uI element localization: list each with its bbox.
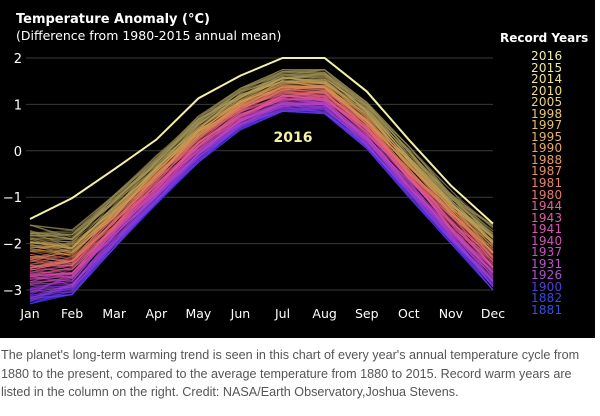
legend-year-2005: 2005 [531, 95, 563, 110]
y-tick-label: 0 [14, 145, 22, 160]
legend-year-1940: 1940 [531, 233, 563, 248]
year-line [29, 80, 494, 252]
x-tick-label: Jan [19, 306, 39, 321]
legend-year-2014: 2014 [531, 72, 563, 87]
y-axis-ticks: 2 1 0 −1 −2 −3 [3, 52, 22, 299]
legend-year-1882: 1882 [531, 291, 563, 306]
legend-year-1937: 1937 [531, 245, 563, 260]
x-tick-label: Aug [312, 306, 336, 321]
line-2016 [29, 57, 494, 225]
year-line [29, 80, 494, 247]
chart-panel: 2 1 0 −1 −2 −3 Jan Feb Mar Apr May Jun Jul Aug Sep Oct… [0, 0, 595, 338]
chart-subtitle: (Difference from 1980-2015 annual mean) [16, 28, 282, 43]
legend-year-1988: 1988 [531, 152, 563, 167]
y-tick-label: −2 [3, 238, 22, 253]
legend-year-1981: 1981 [531, 176, 563, 191]
y-tick-label: 1 [14, 98, 22, 113]
x-tick-label: Apr [145, 306, 167, 321]
temperature-chart: 2 1 0 −1 −2 −3 Jan Feb Mar Apr May Jun Jul Aug Sep Oct… [3, 52, 505, 321]
record-years-legend: 2016 2015 2014 2010 2005 1998 1997 1995 1990 1988… [531, 49, 563, 318]
legend-year-1997: 1997 [531, 118, 563, 133]
legend-year-1998: 1998 [531, 106, 563, 121]
legend-year-1995: 1995 [531, 129, 563, 144]
legend-year-1926: 1926 [531, 268, 563, 283]
year-series-lines [29, 69, 494, 305]
legend-year-1987: 1987 [531, 164, 563, 179]
year-line [29, 77, 494, 248]
legend-year-2016: 2016 [531, 49, 563, 63]
x-axis-ticks: Jan Feb Mar Apr May Jun Jul Aug Sep Oct Nov Dec [19, 306, 505, 321]
x-tick-label: Dec [481, 306, 505, 321]
x-tick-label: Oct [398, 306, 420, 321]
x-tick-label: Mar [102, 306, 126, 321]
x-tick-label: Jun [230, 306, 251, 321]
y-tick-label: −1 [3, 191, 22, 206]
legend-year-1990: 1990 [531, 141, 563, 156]
legend-year-1881: 1881 [531, 303, 563, 318]
x-tick-label: Sep [355, 306, 379, 321]
year-line [29, 70, 494, 237]
x-tick-label: Jul [274, 306, 290, 321]
chart-title: Temperature Anomaly (°C) [16, 12, 210, 27]
x-tick-label: Nov [439, 306, 464, 321]
highlight-series-2016: 2016 [29, 57, 494, 225]
legend-year-1944: 1944 [531, 199, 563, 214]
y-tick-label: 2 [14, 52, 22, 67]
label-2016: 2016 [274, 130, 313, 146]
legend-year-1941: 1941 [531, 222, 563, 237]
x-tick-label: Feb [61, 306, 83, 321]
y-tick-label: −3 [3, 284, 22, 299]
figure-caption: The planet's long-term warming trend is … [1, 348, 580, 399]
legend-year-2010: 2010 [531, 83, 563, 98]
x-tick-label: May [185, 306, 211, 321]
legend-year-1980: 1980 [531, 187, 563, 202]
legend-year-2015: 2015 [531, 60, 563, 75]
legend-year-1900: 1900 [531, 279, 563, 294]
legend-year-1943: 1943 [531, 210, 563, 225]
legend-year-1931: 1931 [531, 256, 563, 271]
legend-title: Record Years [500, 31, 589, 45]
year-line [29, 72, 494, 235]
year-line [29, 84, 494, 263]
